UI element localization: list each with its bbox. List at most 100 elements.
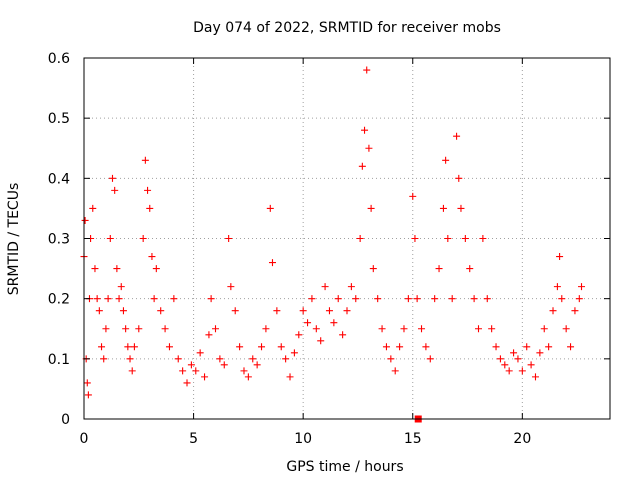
data-point <box>391 367 399 375</box>
data-point <box>148 253 156 261</box>
y-tick-label: 0.6 <box>48 51 70 67</box>
data-point <box>124 343 132 351</box>
data-point <box>150 295 158 303</box>
data-point <box>461 235 469 242</box>
y-tick-label: 0.1 <box>48 352 70 368</box>
data-point <box>91 265 99 273</box>
y-axis-label: SRMTID / TECUs <box>6 183 22 296</box>
data-point <box>536 349 544 357</box>
data-point <box>102 325 110 333</box>
data-point <box>496 355 504 363</box>
data-point <box>363 66 371 74</box>
data-point <box>81 216 89 224</box>
data-point <box>457 204 465 212</box>
data-point <box>282 355 290 363</box>
data-point <box>562 325 570 333</box>
data-point <box>347 283 355 291</box>
x-tick-label: 15 <box>404 431 422 447</box>
x-axis-label: GPS time / hours <box>286 459 403 475</box>
data-point <box>549 307 557 315</box>
data-point <box>352 295 360 303</box>
data-point <box>479 235 487 242</box>
data-point <box>575 295 583 303</box>
data-point <box>378 325 386 333</box>
data-point <box>157 307 165 315</box>
data-point <box>317 337 325 345</box>
data-point <box>365 144 373 152</box>
data-point <box>179 367 187 375</box>
x-tick-label: 20 <box>513 431 531 447</box>
data-point <box>453 132 461 140</box>
data-point <box>216 355 224 363</box>
data-point <box>518 367 526 375</box>
data-point <box>470 295 478 303</box>
data-point <box>141 156 149 164</box>
data-point <box>308 295 316 303</box>
data-point <box>330 319 338 327</box>
data-point <box>431 295 439 303</box>
x-tick-label: 0 <box>80 431 89 447</box>
data-point <box>426 355 434 363</box>
data-point <box>295 331 303 339</box>
data-point <box>84 391 92 399</box>
data-point <box>286 373 294 381</box>
data-point <box>266 204 274 212</box>
data-point <box>505 367 513 375</box>
data-point <box>483 295 491 303</box>
data-point <box>174 355 182 363</box>
data-point <box>400 325 408 333</box>
data-point <box>299 307 307 315</box>
data-point <box>356 235 364 242</box>
data-point <box>227 283 235 291</box>
data-point <box>236 343 244 351</box>
data-point <box>418 325 426 333</box>
data-point <box>240 367 248 375</box>
data-point <box>126 355 134 363</box>
data-point <box>558 295 566 303</box>
data-point <box>304 319 312 327</box>
data-point <box>201 373 209 381</box>
data-point <box>98 343 106 351</box>
y-tick-label: 0.2 <box>48 292 70 308</box>
data-point <box>170 295 178 303</box>
data-point <box>413 295 421 303</box>
data-point <box>312 325 320 333</box>
data-point <box>514 355 522 363</box>
data-point <box>205 331 213 339</box>
data-point <box>409 192 417 200</box>
y-tick-label: 0.4 <box>48 171 70 187</box>
data-point <box>527 361 535 369</box>
x-tick-label: 10 <box>294 431 312 447</box>
data-point <box>108 174 116 182</box>
data-point <box>578 283 586 291</box>
data-point <box>196 349 204 357</box>
data-point <box>244 373 252 381</box>
data-point <box>106 235 114 242</box>
data-point <box>212 325 219 333</box>
data-point <box>207 295 215 303</box>
data-point <box>111 186 119 194</box>
data-point <box>361 126 369 134</box>
data-point <box>492 343 500 351</box>
data-point <box>161 325 169 333</box>
data-point <box>119 307 127 315</box>
data-point <box>411 235 419 242</box>
data-point <box>358 162 366 170</box>
data-point <box>268 259 276 267</box>
data-point <box>540 325 548 333</box>
data-point <box>387 355 395 363</box>
data-point <box>510 349 518 357</box>
data-point <box>475 325 482 333</box>
data-point <box>144 186 152 194</box>
data-point <box>339 331 347 339</box>
data-point <box>231 307 239 315</box>
data-point <box>262 325 270 333</box>
data-point <box>488 325 496 333</box>
data-point <box>523 343 531 351</box>
data-point <box>113 265 121 273</box>
data-point <box>135 325 143 333</box>
x-tick-label: 5 <box>189 431 198 447</box>
data-point <box>325 307 333 315</box>
data-points <box>80 66 586 423</box>
data-point <box>128 367 136 375</box>
